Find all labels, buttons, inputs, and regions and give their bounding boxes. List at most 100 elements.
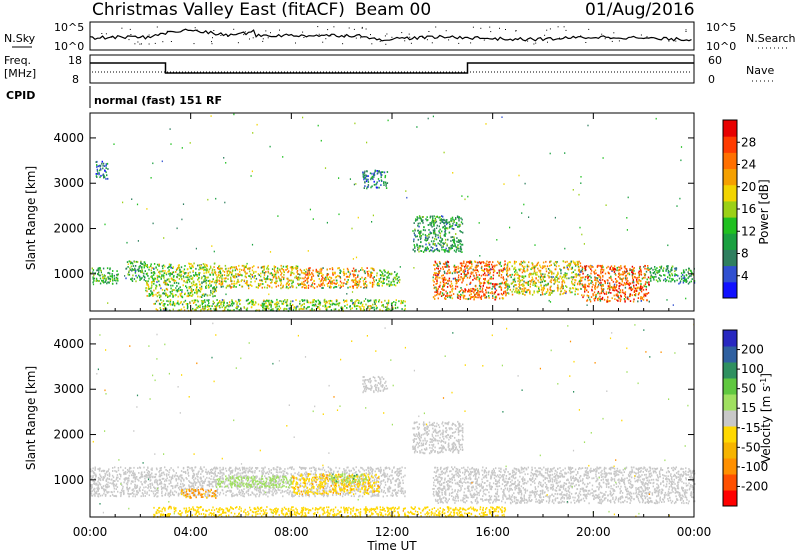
scatter-cell (591, 286, 593, 288)
scatter-cell (612, 267, 614, 270)
scatter-cell (638, 273, 641, 276)
scatter-cell (539, 264, 541, 267)
scatter-cell (391, 492, 393, 495)
scatter-cell (638, 270, 640, 273)
scatter-cell (668, 280, 670, 283)
scatter-cell (643, 273, 646, 275)
scatter-cell (379, 171, 381, 174)
scatter-cell (400, 487, 403, 490)
scatter-cell (232, 302, 234, 304)
scatter-cell (263, 272, 266, 274)
scatter-cell (543, 266, 545, 269)
scatter-cell (472, 268, 474, 271)
scatter-cell (152, 492, 155, 495)
scatter-cell (524, 182, 526, 185)
scatter-cell (620, 278, 622, 281)
scatter-cell (251, 302, 253, 305)
scatter-cell (236, 282, 238, 285)
scatter-cell (154, 481, 156, 484)
scatter-cell (371, 306, 374, 309)
scatter-cell (246, 281, 248, 284)
nsky-point (361, 26, 363, 28)
scatter-cell (96, 170, 99, 172)
scatter-cell (387, 302, 390, 304)
scatter-cell (249, 487, 251, 490)
scatter-cell (311, 301, 313, 304)
scatter-cell (439, 270, 441, 272)
scatter-cell (494, 287, 496, 290)
scatter-cell (545, 283, 547, 286)
scatter-cell (379, 269, 381, 272)
scatter-cell (654, 273, 657, 276)
scatter-cell (553, 272, 555, 275)
scatter-cell (533, 268, 536, 270)
scatter-cell (442, 244, 444, 247)
scatter-cell (435, 220, 438, 223)
scatter-cell (521, 279, 523, 282)
scatter-cell (218, 301, 221, 304)
scatter-cell (386, 475, 388, 478)
scatter-cell (458, 247, 460, 250)
scatter-cell (360, 307, 362, 310)
scatter-cell (307, 277, 309, 280)
scatter-cell (197, 305, 199, 308)
scatter-cell (188, 294, 191, 297)
scatter-cell (320, 279, 322, 282)
scatter-cell (475, 296, 478, 299)
scatter-cell (435, 219, 437, 221)
scatter-cell (415, 218, 417, 221)
scatter-cell (143, 466, 145, 469)
scatter-cell (682, 277, 684, 280)
scatter-cell (488, 261, 490, 264)
scatter-cell (267, 271, 270, 274)
scatter-cell (519, 275, 521, 278)
scatter-cell (652, 276, 654, 279)
scatter-cell (185, 303, 188, 305)
scatter-cell (400, 469, 402, 472)
scatter-cell (346, 293, 348, 295)
scatter-cell (315, 268, 317, 271)
scatter-cell (204, 280, 206, 283)
scatter-cell (450, 247, 452, 250)
scatter-cell (162, 267, 164, 270)
scatter-cell (273, 265, 275, 268)
scatter-cell (229, 272, 231, 274)
scatter-cell (183, 306, 185, 309)
scatter-cell (290, 300, 292, 303)
scatter-cell (470, 261, 473, 264)
scatter-cell (151, 276, 153, 279)
scatter-cell (615, 279, 618, 282)
scatter-cell (462, 294, 465, 297)
scatter-cell (180, 273, 183, 276)
scatter-cell (155, 308, 157, 311)
scatter-cell (438, 272, 440, 274)
scatter-cell (270, 282, 272, 284)
scatter-cell (541, 287, 543, 289)
scatter-cell (522, 290, 524, 293)
scatter-cell (442, 286, 444, 289)
scatter-cell (398, 470, 400, 473)
scatter-cell (338, 275, 340, 278)
scatter-cell (566, 272, 568, 275)
scatter-cell (360, 301, 363, 304)
scatter-cell (639, 269, 642, 271)
scatter-cell (578, 274, 581, 277)
scatter-cell (581, 279, 583, 282)
scatter-cell (192, 266, 194, 268)
scatter-cell (647, 269, 649, 271)
scatter-cell (413, 244, 415, 246)
scatter-cell (353, 495, 355, 498)
scatter-cell (674, 270, 676, 273)
scatter-cell (626, 278, 628, 281)
scatter-cell (198, 276, 200, 279)
scatter-cell (354, 122, 356, 125)
scatter-cell (545, 267, 547, 270)
scatter-cell (318, 490, 321, 493)
scatter-cell (373, 489, 375, 492)
scatter-cell (468, 268, 470, 270)
scatter-cell (451, 224, 454, 227)
scatter-cell (519, 288, 521, 290)
freq-unit: [MHz] (4, 67, 36, 80)
scatter-cell (252, 299, 254, 301)
scatter-cell (180, 301, 182, 303)
